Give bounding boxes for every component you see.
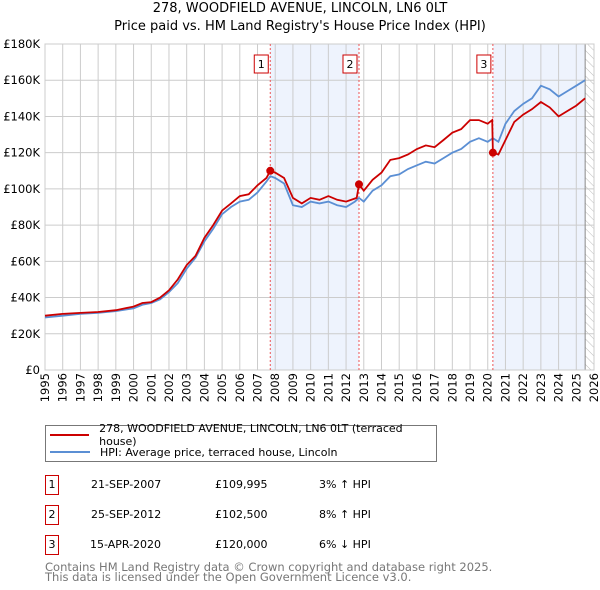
x-tick-label: 2018 — [445, 373, 459, 402]
x-tick-label: 2025 — [569, 373, 583, 402]
x-tick-label: 2002 — [162, 373, 176, 402]
y-tick-label: £0 — [25, 363, 40, 377]
x-tick-label: 1999 — [109, 373, 123, 402]
y-tick-label: £40K — [11, 291, 41, 305]
sale-badge — [476, 54, 492, 74]
transaction-price: £109,995 — [215, 478, 268, 491]
legend-label-hpi: HPI: Average price, terraced house, Linc… — [100, 445, 338, 459]
x-tick-label: 2005 — [215, 373, 229, 402]
sale-badge-label: 3 — [480, 58, 487, 71]
transaction-hpi: 6% ↓ HPI — [319, 538, 371, 551]
transaction-date: 21-SEP-2007 — [91, 478, 162, 491]
legend-label-price: 278, WOODFIELD AVENUE, LINCOLN, LN6 0LT … — [99, 422, 403, 448]
y-tick-label: £20K — [11, 327, 41, 341]
chart-title: 278, WOODFIELD AVENUE, LINCOLN, LN6 0LT — [152, 1, 448, 16]
x-tick-label: 2019 — [463, 373, 477, 402]
shaded-period-3 — [492, 44, 586, 370]
x-tick-label: 2003 — [180, 373, 194, 402]
x-tick-label: 1995 — [38, 373, 52, 402]
x-tick-label: 2000 — [127, 373, 141, 402]
transaction-hpi: 8% ↑ HPI — [319, 508, 371, 521]
sale-point — [354, 180, 363, 189]
y-tick-label: £60K — [11, 254, 41, 268]
y-tick-label: £140K — [3, 109, 40, 123]
y-tick-label: £100K — [3, 182, 40, 196]
transaction-price: £120,000 — [215, 538, 268, 551]
legend-item-price: 278, WOODFIELD AVENUE, LINCOLN, LN6 0LT … — [50, 422, 436, 448]
sale-badge-label: 2 — [346, 58, 353, 71]
x-tick-label: 2026 — [587, 373, 600, 402]
x-tick-label: 2024 — [552, 373, 566, 402]
x-tick-label: 2013 — [357, 373, 371, 402]
sale-badge — [253, 54, 269, 74]
plot-frame — [44, 43, 595, 371]
transaction-badge: 2 — [45, 505, 59, 525]
x-tick-label: 2001 — [144, 373, 158, 402]
sale-point — [266, 166, 275, 175]
legend-swatch-hpi — [50, 451, 90, 453]
x-tick-label: 2020 — [481, 373, 495, 402]
sale-badge — [342, 54, 358, 74]
y-tick-label: £160K — [3, 73, 40, 87]
x-tick-label: 2008 — [268, 373, 282, 402]
future-hatch — [585, 44, 594, 370]
footer-copyright: Contains HM Land Registry data © Crown c… — [45, 560, 493, 574]
x-tick-label: 2016 — [410, 373, 424, 402]
y-tick-label: £180K — [3, 37, 40, 51]
legend-swatch-price — [50, 434, 90, 436]
x-tick-label: 2015 — [392, 373, 406, 402]
x-tick-label: 2014 — [374, 373, 388, 402]
y-tick-label: £120K — [3, 146, 40, 160]
x-tick-label: 2021 — [498, 373, 512, 402]
price-chart: 1995 1996 1997 1998 1999 2000 2001 2002 2003 2004… — [3, 37, 600, 402]
chart-subtitle: Price paid vs. HM Land Registry's House … — [114, 19, 486, 34]
x-tick-label: 2006 — [233, 373, 247, 402]
transaction-price: £102,500 — [215, 508, 268, 521]
x-tick-label: 2007 — [251, 373, 265, 402]
x-tick-label: 2004 — [197, 373, 211, 402]
series-line — [44, 97, 586, 317]
x-tick-label: 1998 — [91, 373, 105, 402]
sale-point — [488, 148, 497, 157]
transaction-badge: 1 — [45, 475, 59, 495]
series-line — [44, 79, 586, 319]
x-tick-label: 1996 — [56, 373, 70, 402]
x-tick-label: 2012 — [339, 373, 353, 402]
legend-item-hpi: HPI: Average price, terraced house, Linc… — [50, 444, 337, 460]
legend: 278, WOODFIELD AVENUE, LINCOLN, LN6 0LT … — [45, 422, 437, 462]
transaction-hpi: 3% ↑ HPI — [319, 478, 371, 491]
x-tick-label: 2011 — [321, 373, 335, 402]
x-tick-label: 2009 — [286, 373, 300, 402]
transaction-badge: 3 — [45, 535, 59, 555]
x-tick-label: 2023 — [534, 373, 548, 402]
sale-badge-label: 1 — [258, 58, 265, 71]
transaction-date: 25-SEP-2012 — [91, 508, 162, 521]
transaction-date: 15-APR-2020 — [90, 538, 162, 551]
footer-licence: This data is licensed under the Open Gov… — [45, 570, 412, 584]
x-tick-label: 1997 — [73, 373, 87, 402]
x-tick-label: 2017 — [428, 373, 442, 402]
x-tick-label: 2022 — [516, 373, 530, 402]
y-tick-label: £80K — [11, 218, 41, 232]
x-tick-label: 2010 — [304, 373, 318, 402]
